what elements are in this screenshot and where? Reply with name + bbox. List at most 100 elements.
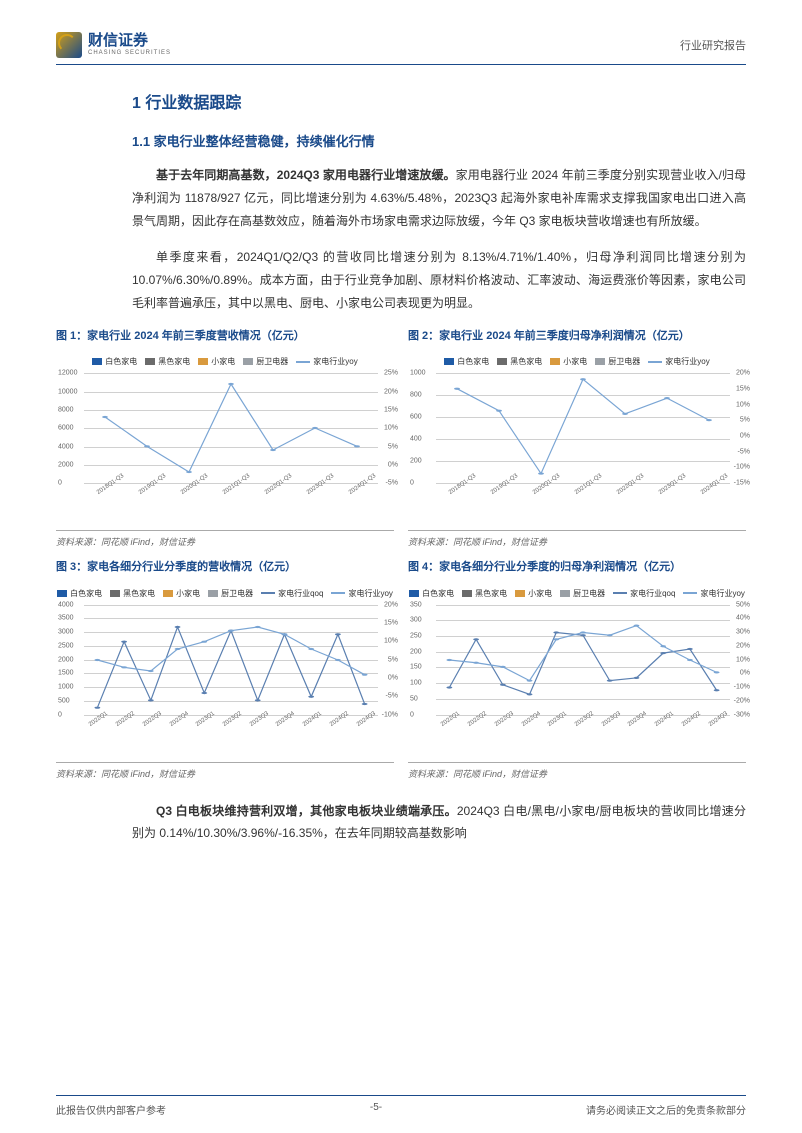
y-right-tick: -30% xyxy=(734,711,750,718)
legend-item: 厨卫电器 xyxy=(208,588,253,599)
p1-bold: 基于去年同期高基数，2024Q3 家用电器行业增速放缓。 xyxy=(156,168,456,182)
y-right-tick: 0% xyxy=(740,433,750,440)
fig4-chart: 白色家电黑色家电小家电厨卫电器家电行业qoq家电行业yoy05010015020… xyxy=(408,584,746,744)
y-right-tick: -10% xyxy=(734,464,750,471)
y-left-tick: 0 xyxy=(410,711,414,718)
y-right-tick: 15% xyxy=(384,619,398,626)
legend-item: 家电行业qoq xyxy=(261,588,323,599)
fig3-source: 资料来源：同花顺 iFind，财信证券 xyxy=(56,762,394,780)
page-footer: 此报告仅供内部客户参考 -5- 请务必阅读正文之后的免责条款部分 xyxy=(56,1095,746,1117)
legend-swatch xyxy=(92,358,102,365)
y-left-tick: 2000 xyxy=(58,461,74,468)
y-left-tick: 0 xyxy=(58,711,62,718)
y-right-tick: 5% xyxy=(388,443,398,450)
y-right-tick: -10% xyxy=(734,684,750,691)
legend-item: 黑色家电 xyxy=(497,356,542,367)
y-right-tick: 10% xyxy=(384,638,398,645)
legend-swatch xyxy=(243,358,253,365)
legend: 白色家电黑色家电 小家电厨卫电器家电行业yoy xyxy=(56,352,394,369)
figure-2: 图 2：家电行业 2024 年前三季度归母净利润情况（亿元） 白色家电黑色家电小… xyxy=(408,329,746,548)
fig1-title: 图 1：家电行业 2024 年前三季度营收情况（亿元） xyxy=(56,329,394,344)
legend-label: 小家电 xyxy=(211,356,235,367)
p3-bold: Q3 白电板块维持营利双增，其他家电板块业绩端承压。 xyxy=(156,804,457,818)
legend-label: 白色家电 xyxy=(105,356,137,367)
legend-label: 厨卫电器 xyxy=(221,588,253,599)
legend-label: 黑色家电 xyxy=(475,588,507,599)
y-left-tick: 6000 xyxy=(58,425,74,432)
logo: 财信证券 CHASING SECURITIES xyxy=(56,32,171,58)
y-left-tick: 3000 xyxy=(58,629,74,636)
legend-item: 家电行业yoy xyxy=(683,588,744,599)
y-right-tick: 5% xyxy=(740,417,750,424)
legend-item: 小家电 xyxy=(515,588,552,599)
legend-item: 家电行业yoy xyxy=(648,356,709,367)
y-left-tick: 8000 xyxy=(58,406,74,413)
y-left-tick: 2000 xyxy=(58,656,74,663)
legend-swatch xyxy=(110,590,120,597)
fig2-source: 资料来源：同花顺 iFind，财信证券 xyxy=(408,530,746,548)
legend-swatch xyxy=(57,590,67,597)
y-left-tick: 0 xyxy=(410,480,414,487)
fig1-chart: 白色家电黑色家电小家电厨卫电器家电行业yoy020004000600080001… xyxy=(56,352,394,512)
y-left-tick: 300 xyxy=(410,617,422,624)
chart-area: 05001000150020002500300035004000-10%-5%0… xyxy=(84,605,378,715)
y-left-tick: 100 xyxy=(410,680,422,687)
y-left-tick: 800 xyxy=(410,392,422,399)
legend-swatch xyxy=(497,358,507,365)
legend-label: 小家电 xyxy=(528,588,552,599)
y-left-tick: 400 xyxy=(410,436,422,443)
legend-swatch xyxy=(261,592,275,594)
paragraph-2: 单季度来看，2024Q1/Q2/Q3 的营收同比增速分别为 8.13%/4.71… xyxy=(132,246,746,314)
legend: 白色家电黑色家电小家电厨卫电器家电行业qoq家电行业yoy xyxy=(408,584,746,601)
figure-1: 图 1：家电行业 2024 年前三季度营收情况（亿元） 白色家电黑色家电 小家电厨… xyxy=(56,329,394,548)
bars xyxy=(436,605,730,715)
y-left-tick: 1500 xyxy=(58,670,74,677)
y-left-tick: 1000 xyxy=(58,684,74,691)
x-labels: 2022Q12022Q22022Q32022Q42023Q12023Q22023… xyxy=(436,717,730,729)
y-right-tick: 5% xyxy=(388,656,398,663)
legend-swatch xyxy=(145,358,155,365)
legend-swatch xyxy=(208,590,218,597)
y-right-tick: 10% xyxy=(736,401,750,408)
legend-item: 家电行业yoy xyxy=(331,588,392,599)
x-labels: 2018Q1-Q32019Q1-Q32020Q1-Q32021Q1-Q32022… xyxy=(436,485,730,497)
page: 财信证券 CHASING SECURITIES 行业研究报告 1 行业数据跟踪 … xyxy=(0,0,802,1133)
y-left-tick: 600 xyxy=(410,414,422,421)
y-right-tick: 30% xyxy=(736,629,750,636)
footer-right: 请务必阅读正文之后的免责条款部分 xyxy=(586,1102,746,1117)
legend-swatch xyxy=(462,590,472,597)
legend-item: 黑色家电 xyxy=(145,356,190,367)
y-right-tick: 15% xyxy=(384,406,398,413)
footer-left: 此报告仅供内部客户参考 xyxy=(56,1102,166,1117)
paragraph-3: Q3 白电板块维持营利双增，其他家电板块业绩端承压。2024Q3 白电/黑电/小… xyxy=(132,800,746,846)
heading-2: 1.1 家电行业整体经营稳健，持续催化行情 xyxy=(132,131,746,150)
y-right-tick: 25% xyxy=(384,370,398,377)
legend-item: 小家电 xyxy=(198,356,235,367)
legend-swatch xyxy=(409,590,419,597)
y-right-tick: -5% xyxy=(386,480,398,487)
legend-swatch xyxy=(613,592,627,594)
y-right-tick: 15% xyxy=(736,385,750,392)
legend-swatch xyxy=(331,592,345,594)
legend-label: 家电行业yoy xyxy=(665,356,709,367)
y-left-tick: 200 xyxy=(410,648,422,655)
legend-swatch xyxy=(163,590,173,597)
y-right-tick: -5% xyxy=(738,448,750,455)
legend: 白色家电黑色家电小家电厨卫电器家电行业yoy xyxy=(408,352,746,369)
legend-swatch xyxy=(595,358,605,365)
fig3-chart: 白色家电黑色家电小家电厨卫电器家电行业qoq家电行业yoy05001000150… xyxy=(56,584,394,744)
figure-3: 图 3：家电各细分行业分季度的营收情况（亿元） 白色家电黑色家电小家电厨卫电器家… xyxy=(56,560,394,779)
legend-item: 厨卫电器 xyxy=(243,356,288,367)
fig4-source: 资料来源：同花顺 iFind，财信证券 xyxy=(408,762,746,780)
y-left-tick: 4000 xyxy=(58,601,74,608)
legend-item: 白色家电 xyxy=(92,356,137,367)
page-header: 财信证券 CHASING SECURITIES 行业研究报告 xyxy=(56,32,746,65)
legend-label: 黑色家电 xyxy=(510,356,542,367)
y-right-tick: 20% xyxy=(384,601,398,608)
y-right-tick: 40% xyxy=(736,615,750,622)
legend-label: 家电行业qoq xyxy=(278,588,323,599)
legend-item: 家电行业qoq xyxy=(613,588,675,599)
legend-item: 家电行业yoy xyxy=(296,356,357,367)
legend-swatch xyxy=(296,361,310,363)
y-left-tick: 250 xyxy=(410,632,422,639)
